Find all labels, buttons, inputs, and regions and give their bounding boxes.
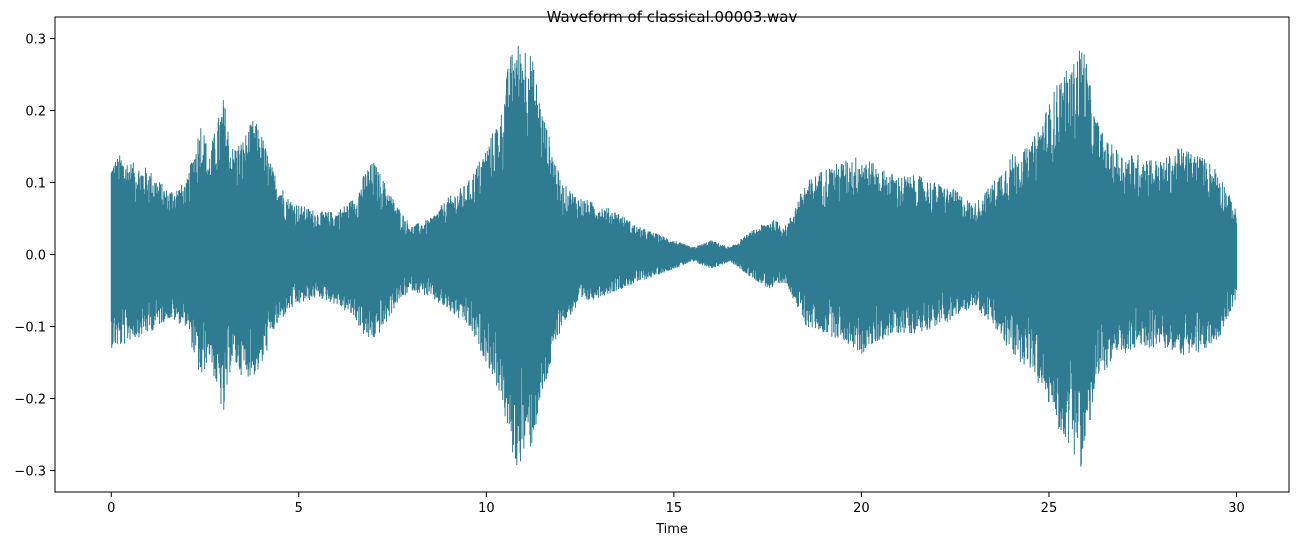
y-tick-label: −0.3 xyxy=(14,464,46,479)
x-tick-label: 30 xyxy=(1228,501,1245,516)
y-tick-label: 0.2 xyxy=(25,105,46,120)
x-tick-label: 20 xyxy=(853,501,870,516)
y-tick-label: 0.1 xyxy=(25,177,46,192)
x-tick-label: 15 xyxy=(666,501,683,516)
x-tick-label: 10 xyxy=(478,501,495,516)
x-axis-label: Time xyxy=(655,522,688,537)
y-axis-ticks: 0.3 0.2 0.1 0.0 −0.1 −0.2 −0.3 xyxy=(14,33,55,479)
waveform-series xyxy=(110,45,1237,467)
y-tick-label: −0.1 xyxy=(14,320,46,335)
y-tick-label: 0.3 xyxy=(25,33,46,48)
y-tick-label: 0.0 xyxy=(25,249,46,264)
x-tick-label: 5 xyxy=(295,501,303,516)
x-tick-label: 0 xyxy=(107,501,115,516)
y-tick-label: −0.2 xyxy=(14,392,46,407)
x-axis-ticks: 0 5 10 15 20 25 30 xyxy=(107,492,1245,516)
x-tick-label: 25 xyxy=(1041,501,1058,516)
waveform-core-0 xyxy=(111,135,1237,374)
